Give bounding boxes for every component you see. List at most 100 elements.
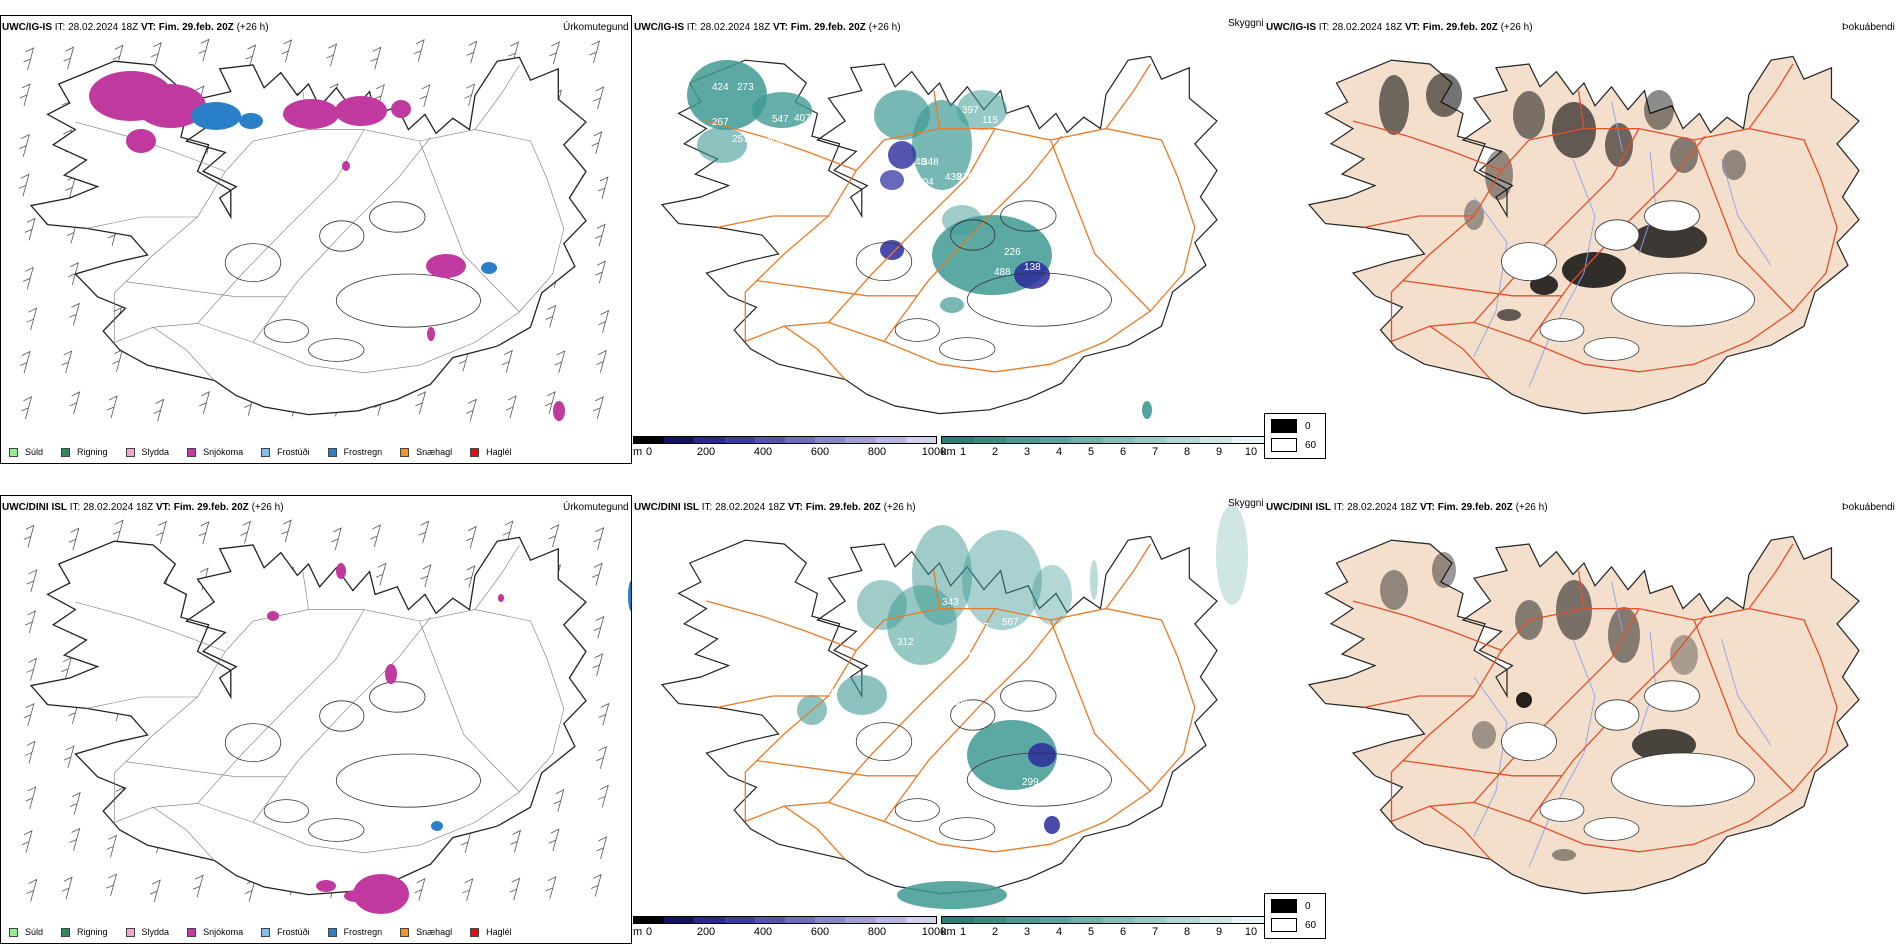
- visibility-value-label: 201: [752, 137, 769, 148]
- precip-legend-label: Frostúði: [277, 447, 310, 457]
- wind-barb: [464, 565, 476, 588]
- visibility-value-label: 488: [994, 267, 1011, 278]
- road-line: [933, 90, 941, 129]
- wind-barb: [464, 83, 476, 107]
- visibility-value-label: 299: [1022, 777, 1039, 788]
- wind-barb: [26, 878, 38, 902]
- wind-barb: [198, 38, 210, 62]
- visibility-value-label: 115: [982, 115, 998, 126]
- colorbar-tick-label: 0: [645, 926, 653, 938]
- wind-barb: [591, 873, 602, 897]
- road-line: [1748, 543, 1794, 609]
- colorbar-cell: [905, 437, 937, 443]
- glacier-outline: [224, 243, 282, 283]
- visibility-value-label: 104: [917, 177, 934, 188]
- glacier-outline: [263, 319, 309, 343]
- precip-area: [553, 401, 565, 421]
- colorbar-cell: [754, 437, 786, 443]
- precip-area: [335, 96, 387, 126]
- wind-barb: [505, 395, 517, 419]
- fog-indicator-area: [1552, 102, 1596, 158]
- precip-area: [126, 129, 156, 153]
- precip-legend-label: Rigning: [77, 447, 108, 457]
- wind-barb: [413, 39, 425, 62]
- wind-barb: [25, 610, 36, 634]
- wind-barb: [112, 519, 124, 543]
- road-line: [1352, 120, 1502, 172]
- low-visibility-area: [880, 170, 904, 190]
- precip-legend-label: Slydda: [141, 927, 170, 937]
- wind-barb: [548, 524, 560, 547]
- road-line: [1693, 619, 1794, 792]
- visibility-value-label: 241: [952, 697, 969, 708]
- colorbar-cell: [724, 437, 755, 443]
- fog-legend-swatch: [1271, 899, 1297, 913]
- wind-barb: [596, 745, 608, 769]
- colorbar-cell: [1135, 917, 1168, 923]
- visibility-value-label: 55: [954, 697, 966, 708]
- precip-legend-swatch: [400, 447, 410, 457]
- precip-legend-swatch: [261, 927, 271, 937]
- colorbar-cell: [1231, 917, 1265, 923]
- road-line: [302, 571, 309, 610]
- precip-legend-item: Rigning: [61, 927, 108, 937]
- precip-legend-item: Frostúði: [261, 927, 310, 937]
- visibility-value-label: 19: [959, 187, 971, 198]
- wind-barb: [598, 784, 609, 808]
- precip-legend-item: Snæhagl: [400, 447, 452, 457]
- wind-barb: [151, 42, 162, 65]
- wind-barb: [462, 878, 474, 902]
- colorbar-cell: [1199, 437, 1232, 443]
- visibility-value-label: 138: [1024, 262, 1041, 273]
- visibility-value-label: 397: [962, 105, 979, 116]
- precip-legend-item: Frostúði: [261, 447, 310, 457]
- precip-legend-item: Haglél: [470, 927, 512, 937]
- road-line: [783, 805, 846, 860]
- road-line: [1352, 600, 1502, 652]
- precip-area: [426, 254, 466, 278]
- visibility-value-label: 226: [1004, 247, 1021, 258]
- glacier-outline: [224, 723, 282, 763]
- glacier-outline: [1000, 200, 1057, 232]
- wind-barb: [156, 520, 167, 544]
- colorbar-cell: [1167, 917, 1200, 923]
- colorbar-tick-label: 1000: [921, 926, 947, 938]
- wind-barb: [419, 84, 431, 108]
- colorbar-tick-label: 9: [1215, 926, 1223, 938]
- low-visibility-area: [1216, 505, 1248, 605]
- precip-legend-label: Frostúði: [277, 927, 310, 937]
- panel-title-visibility-bottom: UWC/DINI ISL IT: 28.02.2024 18Z VT: Fim.…: [634, 502, 916, 513]
- wind-barb: [69, 827, 81, 851]
- fog-indicator-area: [1644, 90, 1674, 130]
- wind-barb: [549, 41, 560, 65]
- iceland-map-precip-top: [18, 38, 610, 422]
- wind-barb: [370, 46, 382, 70]
- fog-indicator-area: [1472, 721, 1496, 749]
- panel-title-precip-top: UWC/IG-IS IT: 28.02.2024 18Z VT: Fim. 29…: [2, 22, 269, 33]
- colorbar-tick-label: 2: [991, 926, 999, 938]
- wind-barb: [509, 877, 521, 901]
- km-unit-bottom: km: [941, 926, 956, 938]
- road-line: [1577, 570, 1585, 609]
- road-line: [75, 601, 226, 652]
- river-line: [1528, 638, 1596, 868]
- glacier-outline: [319, 220, 365, 252]
- glacier-outline: [369, 201, 426, 233]
- glacier-outline: [308, 818, 365, 842]
- visibility-value-label: 8: [1084, 577, 1090, 588]
- colorbar-tick-label: 1: [959, 446, 967, 458]
- precip-legend-swatch: [327, 447, 337, 457]
- wind-barb: [106, 395, 118, 419]
- low-visibility-area: [897, 881, 1007, 909]
- meters-unit-top: m: [633, 446, 643, 458]
- road-line: [86, 696, 198, 709]
- precip-legend-item: Snjókoma: [187, 927, 243, 937]
- iceland-map-fog-top: [1307, 55, 1860, 415]
- km-unit-top: km: [941, 446, 956, 458]
- precip-legend-item: Súld: [9, 927, 43, 937]
- visibility-value-label: 270: [957, 172, 974, 183]
- panel-title-fog-top: UWC/IG-IS IT: 28.02.2024 18Z VT: Fim. 29…: [1266, 22, 1533, 33]
- precip-legend-swatch: [400, 927, 410, 937]
- road-line: [1402, 759, 1562, 777]
- wind-barb: [591, 562, 603, 586]
